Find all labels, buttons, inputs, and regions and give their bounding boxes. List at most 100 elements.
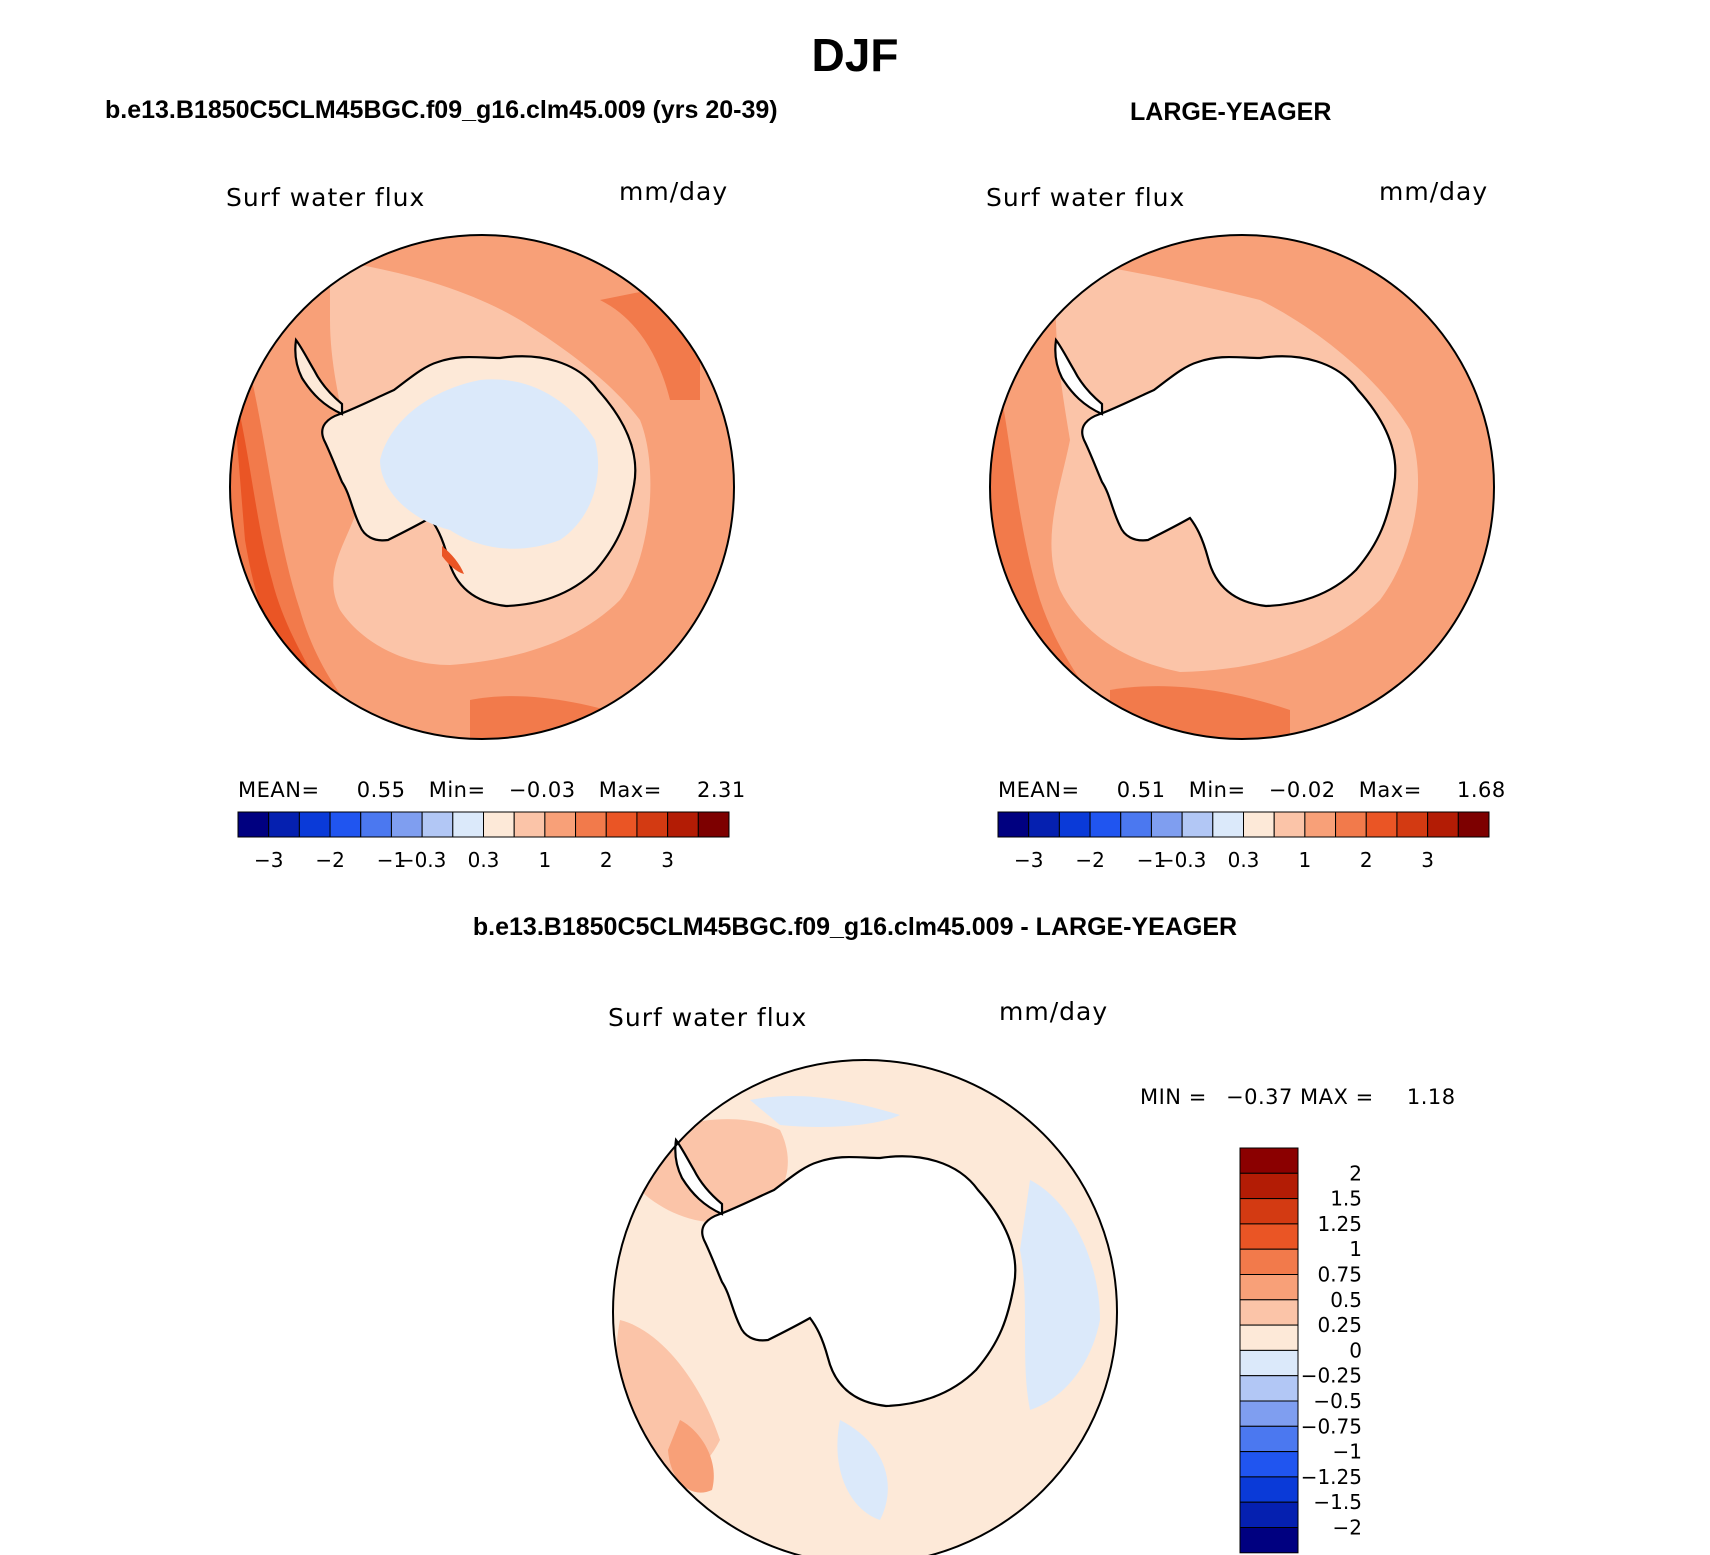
left-colorbar-swatch <box>421 811 454 838</box>
diff-colorbar: 21.51.2510.750.50.250−0.25−0.5−0.75−1−1.… <box>1239 1147 1362 1554</box>
left-colorbar-swatch <box>237 811 270 838</box>
diff-colorbar-swatch <box>1239 1324 1299 1351</box>
diff-colorbar-tick-label: −1.25 <box>1301 1465 1362 1489</box>
diff-colorbar-tick-label: 1.25 <box>1317 1212 1362 1236</box>
diff-colorbar-tick-label: 2 <box>1349 1161 1362 1185</box>
left-variable-label: Surf water flux <box>226 183 426 212</box>
right-colorbar-tick-label: 2 <box>1360 848 1373 872</box>
right-colorbar-swatch <box>1243 811 1275 838</box>
left-colorbar-tick-label: 3 <box>661 848 674 872</box>
left-colorbar-swatch <box>329 811 362 838</box>
right-colorbar-swatch <box>1457 811 1490 838</box>
page-title: DJF <box>811 29 899 81</box>
right-units-label: mm/day <box>1379 177 1489 206</box>
right-colorbar: −3 −2 −1−0.3 0.3 1 2 3 <box>997 811 1490 872</box>
left-colorbar-swatch <box>544 811 577 838</box>
left-colorbar-swatch <box>513 811 546 838</box>
right-colorbar-swatch <box>997 811 1030 838</box>
right-colorbar-swatch <box>1427 811 1459 838</box>
left-units-label: mm/day <box>619 177 729 206</box>
right-min-label: Min= <box>1188 778 1246 802</box>
left-map-antarctica <box>294 338 637 608</box>
left-colorbar-swatch <box>268 811 300 838</box>
right-colorbar-swatch <box>1273 811 1306 838</box>
right-colorbar-swatch <box>1365 811 1398 838</box>
diff-min-label: MIN = <box>1140 1085 1207 1109</box>
left-colorbar-tick-label: −3 <box>254 848 283 872</box>
right-max-value: 1.68 <box>1457 778 1506 802</box>
diff-units-label: mm/day <box>999 997 1109 1026</box>
left-colorbar-swatch <box>298 811 331 838</box>
right-colorbar-tick-label: −2 <box>1075 848 1104 872</box>
right-colorbar-swatch <box>1120 811 1152 838</box>
left-colorbar-swatch <box>360 811 392 838</box>
diff-colorbar-swatch <box>1239 1425 1299 1453</box>
diff-colorbar-swatch <box>1239 1349 1299 1377</box>
diff-max-value: 1.18 <box>1406 1085 1456 1109</box>
left-colorbar-tick-label: 2 <box>600 848 613 872</box>
diff-colorbar-tick-label: −0.75 <box>1301 1414 1362 1438</box>
left-min-label: Min= <box>428 778 486 802</box>
left-mean-value: 0.55 <box>356 778 406 802</box>
left-colorbar-swatch <box>667 811 699 838</box>
right-colorbar-swatch <box>1304 811 1337 838</box>
left-colorbar-swatch <box>575 811 607 838</box>
left-colorbar-tick-label: 0.3 <box>468 848 500 872</box>
left-min-value: −0.03 <box>508 778 576 802</box>
right-colorbar-tick-label: 1 <box>1299 848 1312 872</box>
left-colorbar-tick-label: −0.3 <box>398 848 447 872</box>
left-colorbar-tick-label: −1 <box>377 848 406 872</box>
diff-map-east-negative <box>1020 1180 1100 1410</box>
right-colorbar-swatch <box>1150 811 1183 838</box>
left-max-label: Max= <box>598 778 662 802</box>
left-colorbar-swatch <box>390 811 423 838</box>
diff-max-label: MAX = <box>1300 1085 1374 1109</box>
right-colorbar-tick-label: −3 <box>1014 848 1043 872</box>
right-map <box>989 234 1495 740</box>
left-map-west-peak <box>232 380 310 680</box>
diff-panel-title: b.e13.B1850C5CLM45BGC.f09_g16.clm45.009 … <box>472 913 1238 941</box>
diff-stats: MIN = −0.37 MAX = 1.18 <box>1140 1085 1456 1109</box>
right-panel-title: LARGE-YEAGER <box>1130 98 1332 126</box>
diff-map-north-negative <box>750 1095 900 1127</box>
left-map-outline <box>229 234 735 740</box>
right-mean-value: 0.51 <box>1116 778 1166 802</box>
left-colorbar-tick-label: 1 <box>539 848 552 872</box>
diff-colorbar-swatch <box>1239 1274 1299 1301</box>
diff-colorbar-tick-label: −1 <box>1333 1440 1362 1464</box>
left-map <box>229 234 735 740</box>
left-colorbar: −3 −2 −1−0.3 0.3 1 2 3 <box>237 811 730 872</box>
left-map-ross-high <box>442 546 464 574</box>
right-colorbar-tick-label: −0.3 <box>1158 848 1207 872</box>
diff-colorbar-tick-label: 0.75 <box>1317 1263 1362 1287</box>
diff-colorbar-tick-label: −0.5 <box>1313 1389 1362 1413</box>
diff-colorbar-tick-label: 0.25 <box>1317 1313 1362 1337</box>
diff-colorbar-swatch <box>1239 1299 1299 1326</box>
diff-colorbar-swatch <box>1239 1147 1299 1174</box>
diff-colorbar-swatch <box>1239 1501 1299 1528</box>
right-colorbar-swatch <box>1089 811 1122 838</box>
right-min-value: −0.02 <box>1268 778 1336 802</box>
diff-map <box>612 1059 1118 1555</box>
left-panel-title: b.e13.B1850C5CLM45BGC.f09_g16.clm45.009 … <box>105 96 778 124</box>
diff-min-value: −0.37 <box>1225 1085 1293 1109</box>
left-colorbar-swatch <box>452 811 484 838</box>
diff-variable-label: Surf water flux <box>608 1003 808 1032</box>
diff-colorbar-tick-label: −2 <box>1333 1516 1362 1540</box>
right-colorbar-tick-label: 0.3 <box>1228 848 1260 872</box>
right-mean-label: MEAN= <box>998 778 1080 802</box>
diff-map-west-peak <box>668 1420 714 1493</box>
right-colorbar-swatch <box>1212 811 1244 838</box>
left-colorbar-swatch <box>636 811 669 838</box>
left-colorbar-swatch <box>697 811 730 838</box>
right-colorbar-tick-label: 3 <box>1421 848 1434 872</box>
left-colorbar-swatch <box>605 811 638 838</box>
diff-colorbar-swatch <box>1239 1476 1299 1503</box>
left-colorbar-tick-label: −2 <box>315 848 344 872</box>
diff-colorbar-swatch <box>1239 1451 1299 1478</box>
diff-colorbar-tick-label: −1.5 <box>1313 1490 1362 1514</box>
right-colorbar-swatch <box>1181 811 1214 838</box>
diff-colorbar-swatch <box>1239 1375 1299 1402</box>
diff-colorbar-swatch <box>1239 1223 1299 1250</box>
